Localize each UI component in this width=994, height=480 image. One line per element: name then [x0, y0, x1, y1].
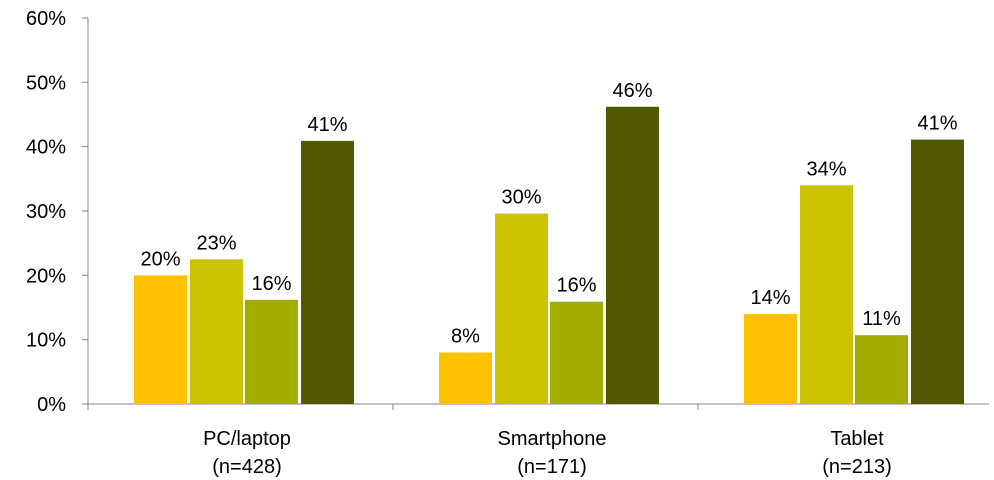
bar	[744, 313, 797, 404]
category-label: Smartphone	[498, 428, 607, 450]
category-label: PC/laptop	[203, 428, 291, 450]
data-label: 34%	[806, 158, 846, 180]
data-label: 16%	[251, 273, 291, 295]
y-tick-label: 30%	[26, 201, 66, 223]
bars	[134, 106, 964, 405]
bar	[301, 140, 354, 405]
data-label: 16%	[556, 275, 596, 297]
category-sample-size: (n=213)	[822, 456, 892, 478]
data-label: 41%	[917, 113, 957, 135]
data-label: 30%	[501, 187, 541, 209]
bar	[190, 259, 243, 404]
bar	[245, 299, 298, 404]
bar	[439, 352, 492, 404]
bar	[495, 213, 548, 404]
data-label: 41%	[307, 114, 347, 136]
data-label: 23%	[196, 232, 236, 254]
data-label: 8%	[451, 326, 480, 348]
y-tick-label: 20%	[26, 265, 66, 287]
category-sample-size: (n=428)	[212, 456, 282, 478]
bar	[134, 275, 187, 404]
y-tick-label: 60%	[26, 8, 66, 30]
category-labels: PC/laptop (n=428) Smartphone (n=171) Tablet (…	[203, 428, 892, 478]
category-label: Tablet	[830, 428, 884, 450]
data-label: 11%	[862, 308, 901, 330]
y-tick-label: 10%	[26, 330, 66, 352]
data-label: 46%	[612, 80, 652, 102]
bar	[606, 106, 659, 404]
data-label: 20%	[140, 248, 180, 270]
category-sample-size: (n=171)	[517, 456, 587, 478]
data-labels: 20% 8% 14% 23% 30% 34% 16% 16% 11% 41% 46% 41%	[140, 80, 957, 348]
y-tick-label: 40%	[26, 137, 66, 159]
y-tick-label: 50%	[26, 72, 66, 94]
data-label: 14%	[750, 287, 790, 309]
bar	[855, 335, 908, 404]
y-tick-label: 0%	[37, 394, 66, 416]
bar	[800, 185, 853, 404]
bar	[911, 139, 964, 404]
bar	[550, 301, 603, 404]
